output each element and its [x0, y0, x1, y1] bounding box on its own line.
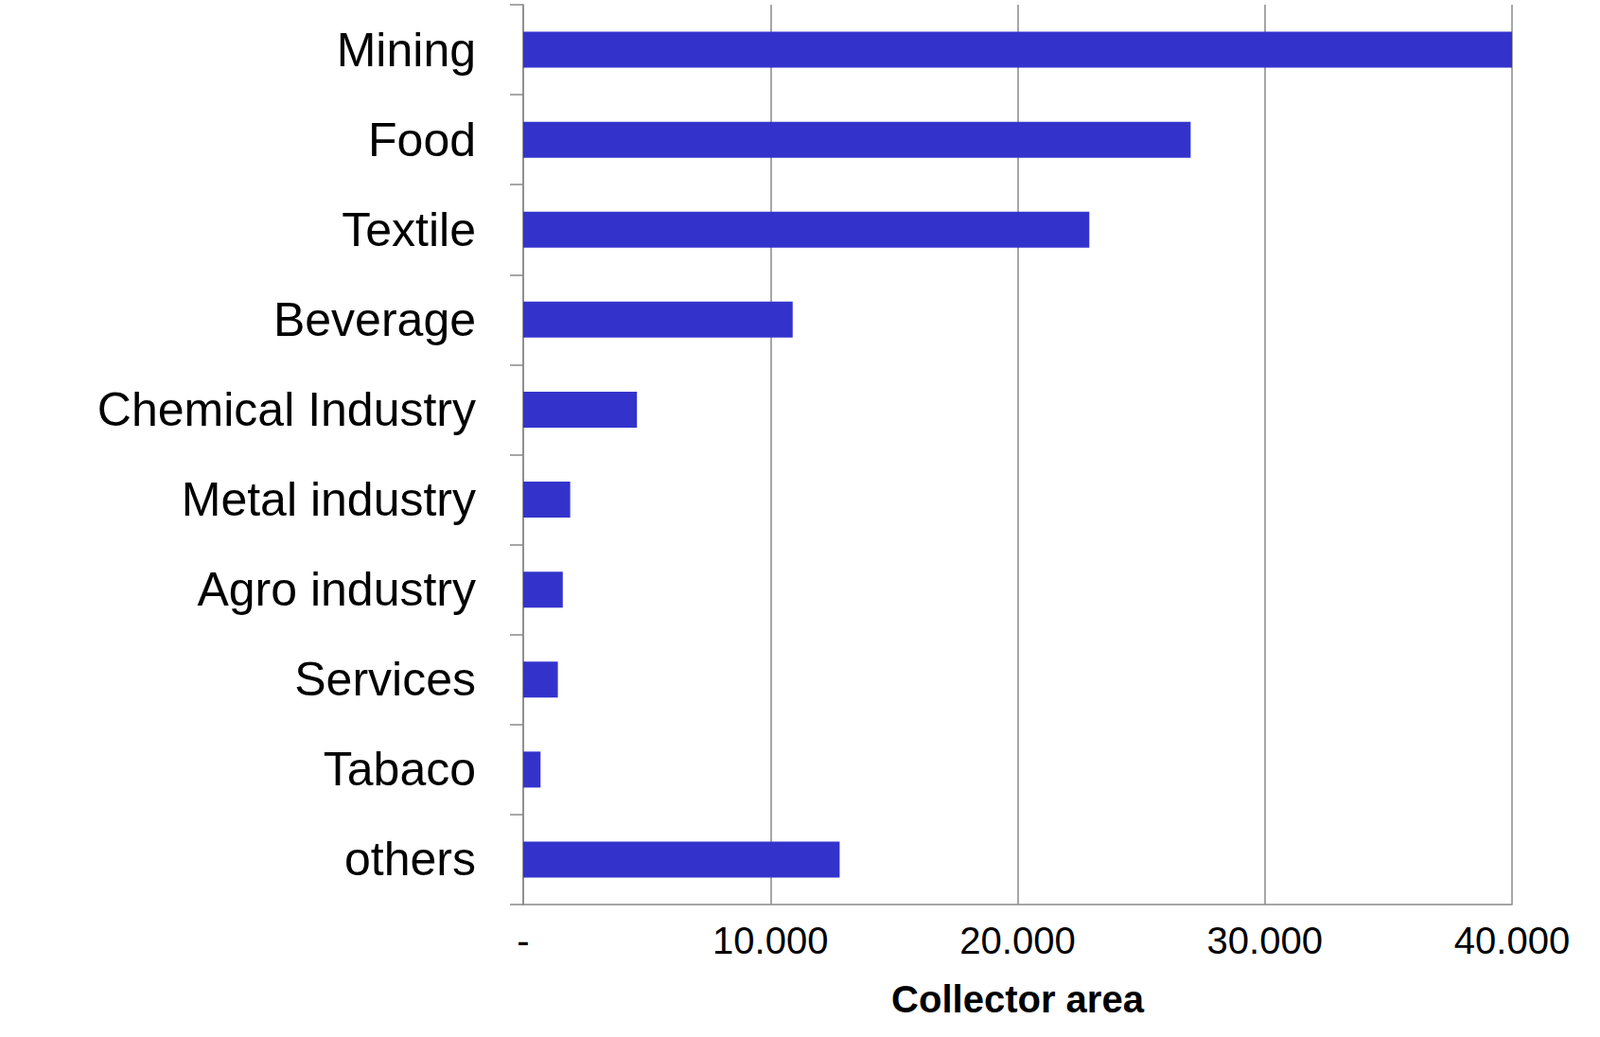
svg-text:Chemical Industry: Chemical Industry — [97, 383, 476, 437]
svg-text:Agro industry: Agro industry — [196, 562, 476, 616]
svg-text:40.000: 40.000 — [1454, 919, 1570, 962]
svg-text:Tabaco: Tabaco — [323, 742, 476, 796]
svg-text:Beverage: Beverage — [273, 293, 476, 347]
svg-text:Collector area: Collector area — [891, 978, 1145, 1020]
svg-text:20.000: 20.000 — [959, 919, 1075, 962]
svg-text:Mining: Mining — [336, 23, 476, 77]
svg-text:Food: Food — [368, 113, 476, 167]
svg-text:others: others — [344, 832, 476, 886]
svg-text:Metal industry: Metal industry — [181, 473, 476, 527]
svg-text:Textile: Textile — [341, 203, 476, 257]
svg-text:30.000: 30.000 — [1207, 919, 1323, 962]
svg-text:-: - — [516, 919, 529, 962]
svg-text:Services: Services — [294, 652, 476, 706]
svg-text:10.000: 10.000 — [712, 919, 828, 962]
